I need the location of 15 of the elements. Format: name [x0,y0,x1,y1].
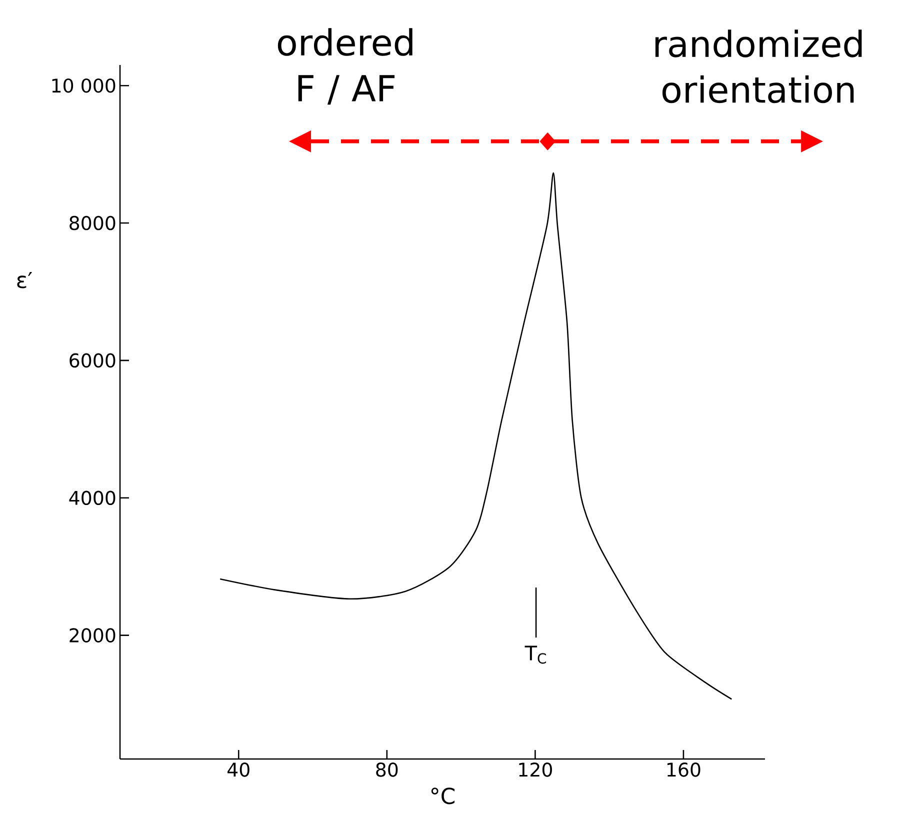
x-tick-label: 40 [228,762,250,777]
y-tick-label: 2000 [70,628,116,642]
y-tick-label: 8000 [70,216,116,230]
x-axis-title: °C [431,788,454,804]
annotation: ordered F / AF [278,28,412,105]
line-series [219,172,732,700]
x-tick-label: 80 [376,762,398,777]
y-tick-label: 10 000 [52,78,116,93]
y-tick-label: 6000 [70,353,116,368]
annotation: T$_{C}$ [524,646,546,664]
y-axis-title: ε′ [17,272,32,288]
x-tick-label: 160 [667,762,700,777]
annotation: randomized orientation [655,30,862,104]
y-tick-label: 4000 [69,490,116,506]
x-tick-label: 120 [519,762,552,777]
